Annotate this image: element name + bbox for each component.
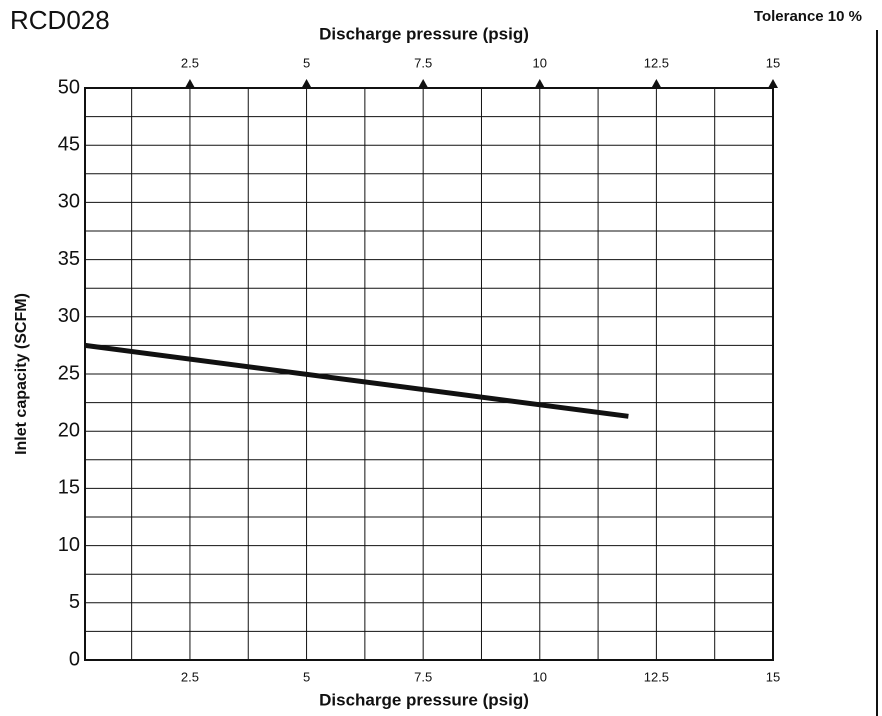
y-tick-label: 5: [69, 591, 80, 613]
top-tick-marker: [534, 79, 545, 88]
top-axis-title: Discharge pressure (psig): [319, 24, 529, 43]
top-tick-label: 15: [766, 55, 780, 70]
top-tick-marker: [418, 79, 429, 88]
y-axis-title: Inlet capacity (SCFM): [13, 293, 30, 455]
y-tick-label: 50: [58, 76, 80, 98]
x-tick-label: 10: [533, 669, 547, 684]
y-tick-label: 30: [58, 305, 80, 327]
top-tick-marker: [184, 79, 195, 88]
x-tick-label: 2.5: [181, 669, 199, 684]
x-tick-label: 5: [303, 669, 310, 684]
y-tick-label: 15: [58, 477, 80, 499]
plot-border: [84, 87, 774, 661]
data-line: [84, 342, 629, 419]
top-tick-label: 12.5: [644, 55, 669, 70]
x-tick-label: 12.5: [644, 669, 669, 684]
y-tick-label: 25: [58, 362, 80, 384]
y-tick-label: 30: [58, 191, 80, 213]
top-tick-label: 2.5: [181, 55, 199, 70]
x-tick-label: 7.5: [414, 669, 432, 684]
top-tick-marker: [651, 79, 662, 88]
x-tick-label: 15: [766, 669, 780, 684]
y-tick-label: 0: [69, 648, 80, 670]
top-tick-label: 5: [303, 55, 310, 70]
y-tick-label: 20: [58, 419, 80, 441]
top-tick-marker: [768, 79, 778, 88]
y-tick-label: 10: [58, 534, 80, 556]
chart-title: RCD028: [10, 5, 110, 35]
tolerance-note: Tolerance 10 %: [754, 8, 862, 25]
y-tick-label: 35: [58, 248, 80, 270]
top-tick-label: 7.5: [414, 55, 432, 70]
top-tick-marker: [301, 79, 312, 88]
y-tick-label: 45: [58, 133, 80, 155]
top-tick-label: 10: [533, 55, 547, 70]
x-axis-title: Discharge pressure (psig): [319, 690, 529, 709]
